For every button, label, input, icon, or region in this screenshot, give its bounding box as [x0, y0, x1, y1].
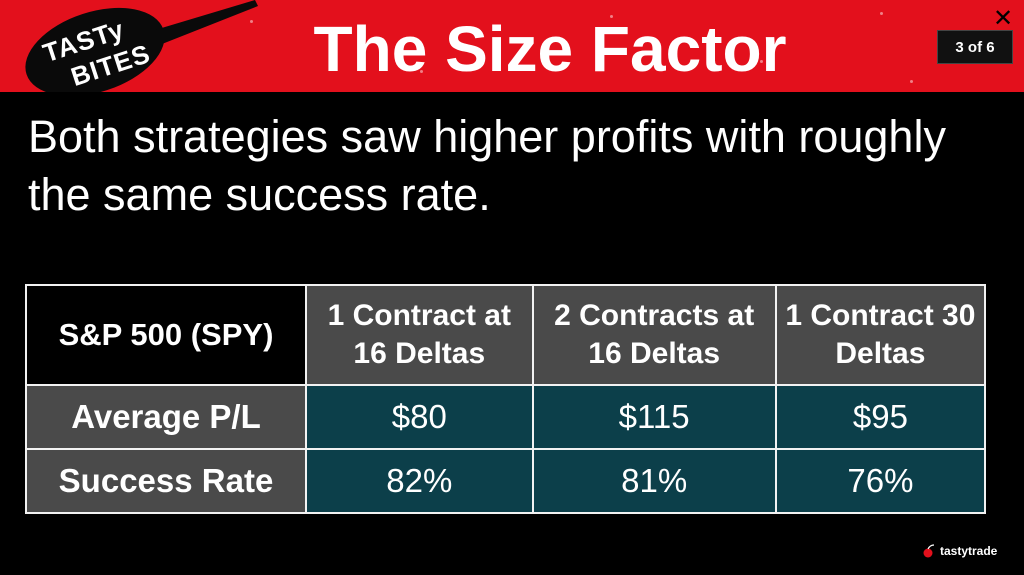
tastytrade-brand: tastytrade: [922, 540, 1014, 562]
table-cell: 82%: [305, 448, 534, 514]
row-header: Average P/L: [25, 384, 307, 450]
slide-subtitle: Both strategies saw higher profits with …: [28, 111, 946, 220]
row-header: Success Rate: [25, 448, 307, 514]
column-header: 1 Contract at 16 Deltas: [305, 284, 534, 386]
table-cell: $115: [531, 384, 777, 450]
table-cell: $80: [305, 384, 534, 450]
table-corner-label: S&P 500 (SPY): [25, 284, 307, 386]
table-row: Average P/L $80 $115 $95: [25, 384, 987, 450]
brand-name: tastytrade: [940, 544, 998, 558]
table-header-row: S&P 500 (SPY) 1 Contract at 16 Deltas 2 …: [25, 284, 987, 386]
page-indicator: 3 of 6: [937, 30, 1013, 64]
cherry-icon: [923, 544, 935, 558]
table-cell: 81%: [531, 448, 777, 514]
column-header: 1 Contract 30 Deltas: [774, 284, 987, 386]
spoon-logo-icon: [25, 0, 258, 92]
table-row: Success Rate 82% 81% 76%: [25, 448, 987, 514]
close-icon[interactable]: ✕: [992, 5, 1014, 32]
column-header: 2 Contracts at 16 Deltas: [531, 284, 777, 386]
page-title: The Size Factor: [313, 13, 787, 85]
table-cell: 76%: [774, 448, 987, 514]
header-banner: TASTy BITES The Size Factor 3 of 6: [0, 0, 1024, 92]
tasty-bites-logo: TASTy BITES: [0, 0, 260, 92]
comparison-table: S&P 500 (SPY) 1 Contract at 16 Deltas 2 …: [25, 284, 987, 514]
table-cell: $95: [774, 384, 987, 450]
